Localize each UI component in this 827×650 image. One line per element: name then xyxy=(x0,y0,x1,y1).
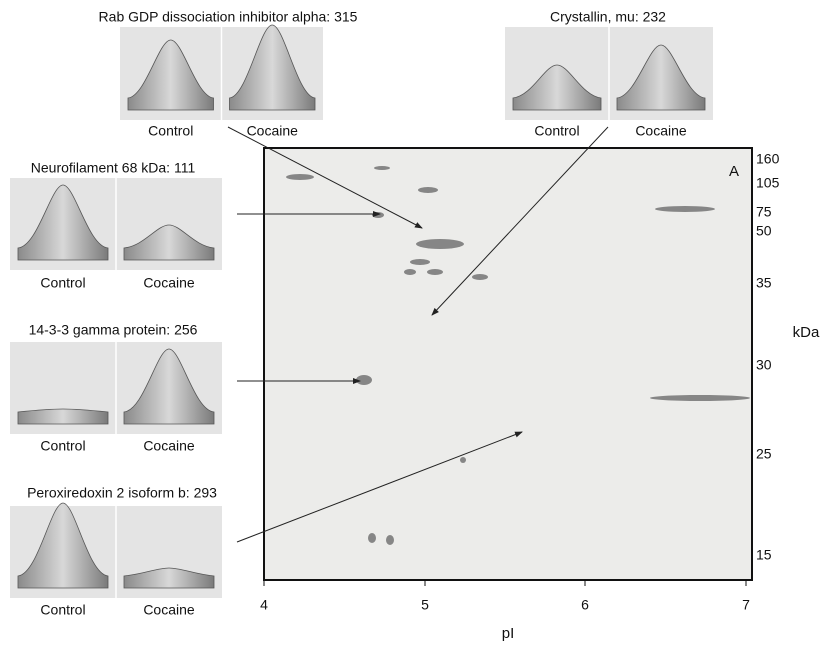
panel-label: Cocaine xyxy=(143,438,195,454)
panel-label: Cocaine xyxy=(247,123,299,139)
gel-spot xyxy=(416,239,464,249)
gel-spot xyxy=(404,269,416,275)
panel-title: Peroxiredoxin 2 isoform b: 293 xyxy=(27,485,217,501)
y-tick-label: 160 xyxy=(756,151,780,167)
x-tick-label: 7 xyxy=(742,597,750,613)
gel-spot xyxy=(368,533,376,543)
gel-spot xyxy=(286,174,314,180)
panel-label: Control xyxy=(40,602,85,618)
panel-label: Control xyxy=(40,438,85,454)
y-tick-label: 30 xyxy=(756,357,772,373)
panel-label: Control xyxy=(40,275,85,291)
panel-label: Control xyxy=(148,123,193,139)
page: {"panels": [ {"title": "Rab GDP dissocia… xyxy=(0,0,827,650)
gel-spot xyxy=(650,395,750,401)
panel-title: Crystallin, mu: 232 xyxy=(550,9,666,25)
gel-spot xyxy=(410,259,430,265)
y-tick-label: 75 xyxy=(756,204,772,220)
gel-spot xyxy=(472,274,488,280)
panel-label: Cocaine xyxy=(143,602,195,618)
x-tick-label: 4 xyxy=(260,597,268,613)
figure: A pI kDa 4 5 6 7 160 105 75 50 35 30 25 15 Rab GDP d… xyxy=(0,0,827,650)
panel-title: Rab GDP dissociation inhibitor alpha: 31… xyxy=(99,9,358,25)
panel-label: Cocaine xyxy=(635,123,687,139)
y-axis-label: kDa xyxy=(793,324,820,341)
y-tick-label: 50 xyxy=(756,223,772,239)
y-tick-label: 105 xyxy=(756,175,780,191)
gel-spot xyxy=(460,457,466,463)
x-axis-label: pI xyxy=(502,625,515,642)
panel-title: Neurofilament 68 kDa: 111 xyxy=(31,160,196,176)
gel-spot xyxy=(418,187,438,193)
y-tick-label: 25 xyxy=(756,446,772,462)
gel-spot xyxy=(356,375,372,385)
x-tick-label: 6 xyxy=(581,597,589,613)
gel-spot xyxy=(372,212,384,218)
panel-label: Cocaine xyxy=(143,275,195,291)
x-tick-label: 5 xyxy=(421,597,429,613)
gel-spot xyxy=(374,166,390,170)
y-tick-label: 15 xyxy=(756,547,772,563)
peak-surface xyxy=(18,409,108,424)
gel-spot xyxy=(386,535,394,545)
panel-title: 14-3-3 gamma protein: 256 xyxy=(29,322,198,338)
gel-label: A xyxy=(729,163,739,180)
y-tick-label: 35 xyxy=(756,275,772,291)
gel-spot xyxy=(655,206,715,212)
gel-spot xyxy=(427,269,443,275)
panel-label: Control xyxy=(534,123,579,139)
gel-image xyxy=(264,148,752,580)
